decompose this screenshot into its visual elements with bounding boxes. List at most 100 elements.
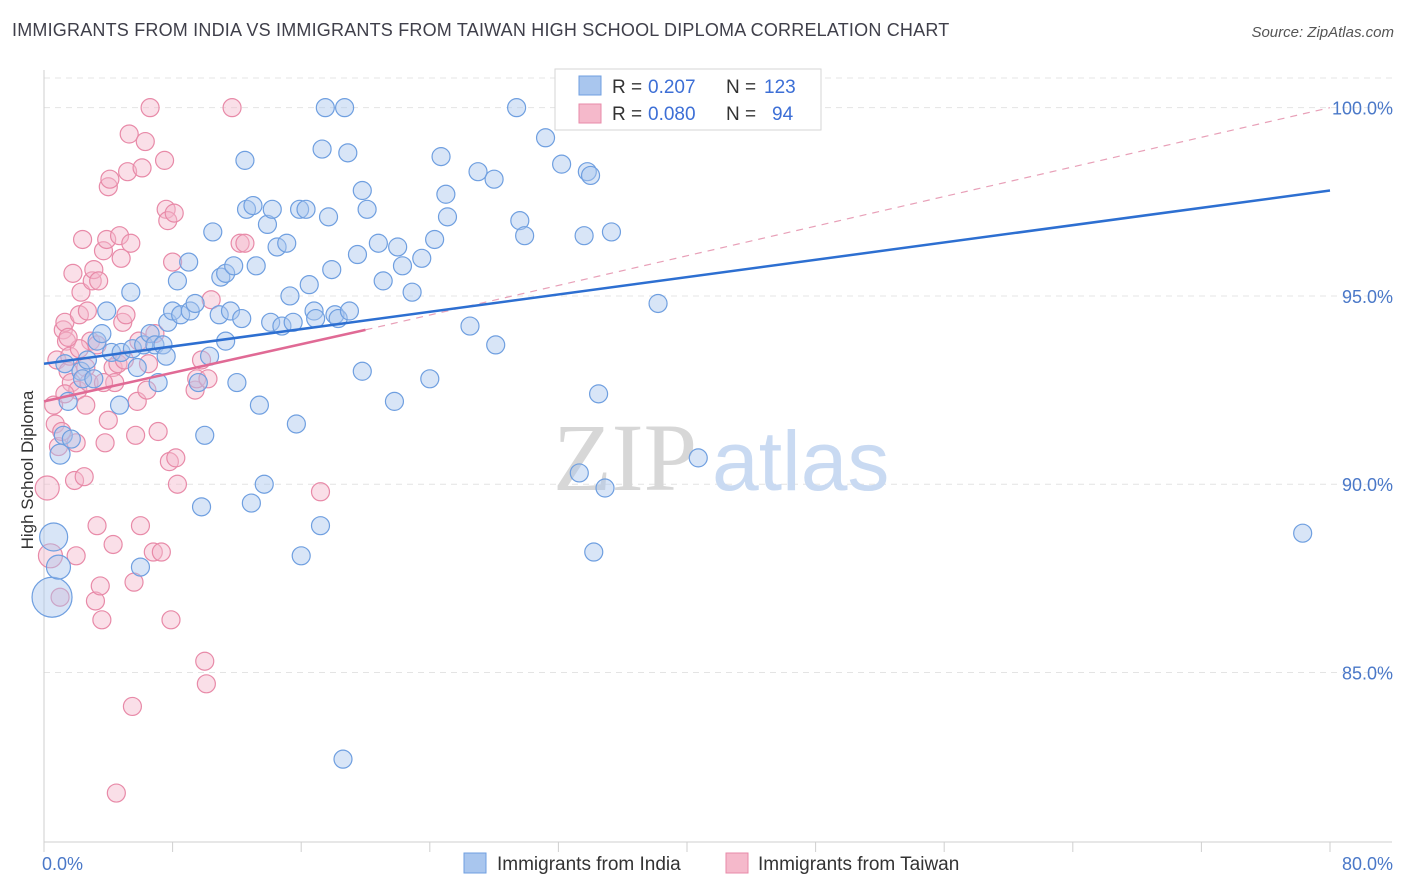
- india-point: [577, 162, 597, 182]
- india-trendline: [43, 189, 1331, 365]
- india-point: [241, 493, 261, 513]
- india-point: [312, 139, 332, 159]
- india-point: [249, 395, 270, 415]
- taiwan-point: [122, 696, 143, 717]
- taiwan-point: [85, 591, 106, 611]
- india-point: [109, 395, 130, 415]
- india-point: [412, 248, 432, 268]
- india-point: [280, 286, 300, 306]
- india-point: [267, 237, 287, 257]
- taiwan-point: [222, 98, 242, 118]
- india-point: [333, 749, 353, 769]
- india-point: [254, 474, 274, 494]
- india-point: [55, 354, 75, 374]
- taiwan-point: [66, 546, 86, 566]
- india-point: [569, 463, 589, 483]
- india-point: [384, 391, 405, 411]
- india-point: [185, 293, 205, 314]
- legend-taiwan-label: Immigrants from Taiwan: [758, 854, 959, 875]
- india-point: [306, 308, 326, 329]
- watermark-atlas: atlas: [712, 414, 889, 508]
- india-point: [235, 150, 255, 170]
- india-point: [468, 162, 488, 182]
- taiwan-point: [198, 369, 218, 389]
- india-point: [315, 98, 335, 118]
- india-r-value: 0.207: [648, 77, 696, 98]
- india-point: [277, 233, 297, 253]
- india-point: [318, 207, 339, 227]
- taiwan-point: [97, 229, 117, 250]
- y-tick-label: 95.0%: [1342, 287, 1393, 307]
- taiwan-swatch: [578, 103, 602, 124]
- taiwan-point: [121, 233, 141, 253]
- taiwan-point: [132, 158, 152, 178]
- taiwan-point: [310, 482, 331, 502]
- india-n-label: N =: [726, 77, 756, 98]
- india-point: [486, 335, 506, 355]
- trendlines: [43, 107, 1331, 403]
- source-label: Source: ZipAtlas.com: [1251, 24, 1394, 41]
- taiwan-point: [77, 301, 98, 321]
- taiwan-point: [119, 124, 139, 144]
- taiwan-point: [163, 252, 183, 272]
- taiwan-point: [230, 233, 250, 253]
- legend-india-swatch: [463, 852, 487, 874]
- india-point: [216, 263, 236, 283]
- india-point: [420, 369, 440, 389]
- india-point: [127, 357, 147, 378]
- india-point: [291, 546, 311, 566]
- india-point: [246, 256, 266, 276]
- taiwan-point: [154, 150, 175, 170]
- india-point: [431, 147, 451, 167]
- india-point: [97, 301, 117, 321]
- india-point: [72, 369, 93, 389]
- india-point: [352, 180, 372, 201]
- india-point: [304, 301, 324, 321]
- y-axis-label: High School Diploma: [18, 390, 37, 549]
- india-point: [1293, 523, 1313, 543]
- taiwan-n-label: N =: [726, 104, 756, 125]
- taiwan-trend-extension: [365, 107, 1331, 331]
- y-tick-label: 90.0%: [1342, 475, 1393, 495]
- taiwan-point: [100, 169, 120, 189]
- legend-taiwan-swatch: [725, 852, 749, 874]
- india-point: [595, 478, 615, 498]
- taiwan-point: [95, 433, 115, 453]
- taiwan-point: [103, 534, 123, 555]
- taiwan-point: [167, 474, 188, 494]
- india-point: [232, 308, 252, 329]
- x-tick-label: 0.0%: [42, 854, 83, 874]
- india-r-label: R =: [612, 77, 642, 98]
- taiwan-n-value: 94: [772, 104, 794, 125]
- taiwan-point: [158, 211, 178, 231]
- watermark-zip: ZIP: [553, 404, 697, 511]
- taiwan-point: [64, 470, 85, 491]
- india-point: [507, 98, 527, 118]
- india-point: [310, 516, 331, 536]
- taiwan-point: [106, 783, 126, 803]
- india-point: [515, 226, 535, 246]
- india-point: [224, 256, 244, 276]
- taiwan-point: [98, 410, 118, 430]
- india-point: [574, 226, 594, 246]
- taiwan-point: [90, 576, 110, 596]
- india-point: [357, 199, 377, 219]
- india-point: [402, 282, 422, 302]
- india-point: [289, 199, 310, 219]
- taiwan-point: [72, 229, 93, 250]
- india-point: [227, 372, 247, 393]
- taiwan-point: [235, 233, 255, 253]
- india-point: [601, 222, 622, 242]
- taiwan-point: [87, 516, 107, 536]
- india-point: [61, 429, 81, 449]
- india-point: [167, 271, 188, 291]
- india-point: [262, 199, 282, 219]
- taiwan-point: [148, 421, 168, 442]
- taiwan-point: [109, 226, 130, 246]
- india-point: [460, 316, 480, 336]
- india-point: [121, 282, 141, 302]
- india-point: [257, 214, 278, 234]
- taiwan-point: [117, 162, 138, 182]
- taiwan-point: [201, 290, 221, 310]
- taiwan-r-label: R =: [612, 104, 642, 125]
